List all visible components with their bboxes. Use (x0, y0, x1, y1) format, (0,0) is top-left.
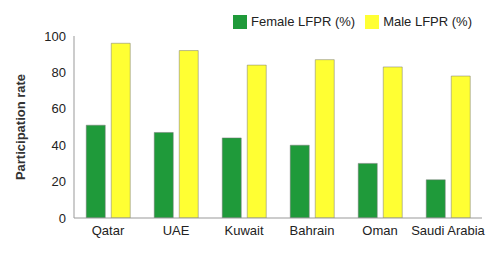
html-text:Male LFPR (%): Male LFPR (%) (383, 14, 472, 29)
svg-text:Oman: Oman (362, 223, 397, 238)
svg-text:0: 0 (59, 211, 66, 226)
svg-text:20: 20 (52, 174, 66, 189)
svg-text:Participation rate: Participation rate (13, 74, 28, 180)
html-text:Female LFPR (%): Female LFPR (%) (251, 14, 356, 29)
svg-text:40: 40 (52, 138, 66, 153)
svg-text:80: 80 (52, 65, 66, 80)
svg-text:60: 60 (52, 101, 66, 116)
svg-text:100: 100 (44, 29, 66, 44)
svg-text:Bahrain: Bahrain (290, 223, 335, 238)
svg-text:Kuwait: Kuwait (224, 223, 263, 238)
svg-text:Saudi Arabia: Saudi Arabia (411, 223, 485, 238)
svg-text:UAE: UAE (163, 223, 190, 238)
svg-text:Qatar: Qatar (92, 223, 125, 238)
